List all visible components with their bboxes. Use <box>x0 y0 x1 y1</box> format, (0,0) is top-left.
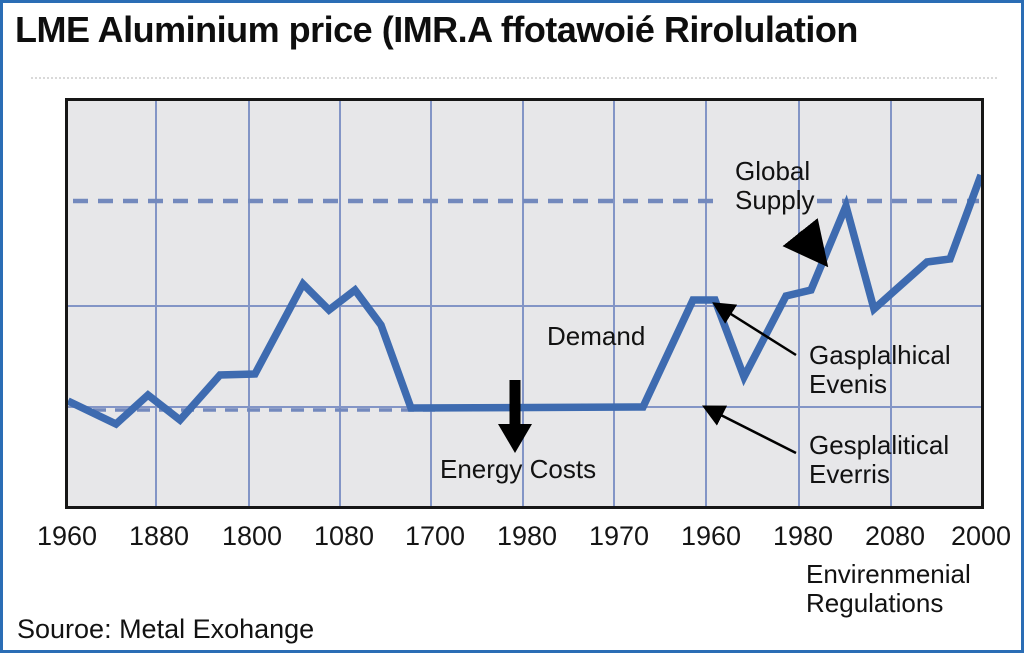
global-supply-arrow <box>782 218 829 268</box>
chart-title: LME Aluminium price (IMR.A ffotawoié Rir… <box>15 9 858 50</box>
geo-events-arrow-2 <box>701 405 797 455</box>
x-tick-label: 2080 <box>864 521 926 551</box>
x-tick-label: 2000 <box>950 521 1012 551</box>
x-axis: 1960 1880 1800 1080 1700 1980 1970 1960 1980 2080… <box>3 521 1024 555</box>
x-tick-label: 1980 <box>496 521 558 551</box>
environmental-regulations-label: Envirenmenial Regulations <box>806 559 971 619</box>
source-note: Souroe: Metal Exohange <box>17 614 315 644</box>
x-tick-label: 1080 <box>313 521 375 551</box>
demand-label: Demand <box>547 321 646 351</box>
divider-line <box>31 77 997 79</box>
energy-costs-label: Energy Costs <box>440 454 597 484</box>
x-tick-label: 1880 <box>128 521 190 551</box>
price-line <box>68 173 981 429</box>
line-chart <box>68 101 981 506</box>
plot-area <box>65 98 984 509</box>
x-tick-label: 1980 <box>772 521 834 551</box>
global-supply-label: Global Supply <box>735 156 815 216</box>
x-tick-label: 1960 <box>680 521 742 551</box>
x-tick-label: 1700 <box>404 521 466 551</box>
x-tick-label: 1970 <box>588 521 650 551</box>
geo-events-arrow-1 <box>712 302 797 357</box>
x-tick-label: 1800 <box>221 521 283 551</box>
x-tick-label: 1960 <box>36 521 98 551</box>
geopolitical-events-label-2: Gesplalitical Everris <box>809 430 950 490</box>
energy-costs-down-arrow <box>498 380 532 453</box>
geopolitical-events-label-1: Gasplalhical Evenis <box>809 340 951 400</box>
